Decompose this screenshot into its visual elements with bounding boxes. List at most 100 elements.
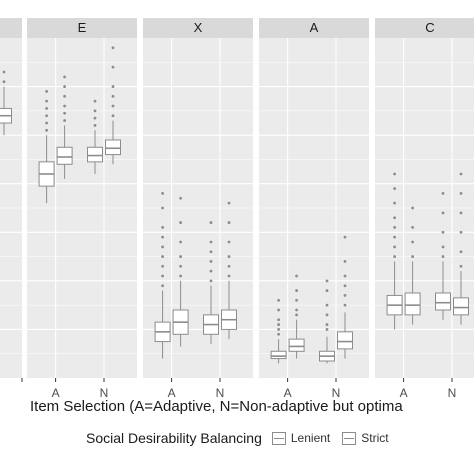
outlier-point: [411, 240, 414, 244]
box-x-n-lenient: [203, 221, 219, 344]
box-e-a-lenient: [38, 90, 55, 204]
outlier-point: [393, 216, 396, 220]
outlier-point: [227, 240, 231, 244]
panel-a-strip: [259, 18, 369, 38]
x-tick-label: A: [52, 386, 60, 400]
outlier-point: [45, 90, 48, 93]
outlier-point: [295, 274, 298, 278]
outlier-point: [411, 255, 414, 258]
outlier-point: [295, 298, 298, 302]
outlier-point: [295, 289, 298, 292]
outlier-point: [441, 230, 445, 234]
outlier-point: [209, 240, 213, 244]
box-iqr: [404, 292, 421, 316]
outlier-point: [179, 240, 183, 244]
x-tick-label: N: [332, 386, 341, 400]
outlier-point: [393, 201, 396, 205]
outlier-point: [179, 255, 183, 258]
box-c-a-strict: [404, 206, 421, 325]
box-iqr: [288, 338, 305, 352]
box-iqr: [270, 350, 287, 360]
mark-layer: [0, 46, 469, 364]
outlier-point: [343, 260, 347, 263]
outlier-point: [63, 85, 66, 88]
legend-label-strict: Strict: [361, 431, 389, 445]
outlier-point: [161, 235, 165, 239]
strip-label-a: A: [310, 20, 319, 35]
outlier-point: [161, 245, 165, 249]
outlier-point: [459, 264, 463, 268]
outlier-point: [325, 303, 329, 307]
outlier-point: [179, 274, 183, 278]
partial-panel-box: [0, 70, 12, 136]
outlier-point: [111, 94, 115, 98]
panel-e-strip: [27, 18, 137, 38]
outlier-point: [227, 264, 231, 268]
panel-x-strip: [143, 18, 253, 38]
outlier-point: [63, 104, 66, 108]
outlier-point: [45, 107, 48, 110]
outlier-point: [459, 192, 463, 195]
box-iqr: [453, 297, 469, 316]
outlier-point: [325, 279, 329, 283]
x-tick-label: A: [284, 386, 292, 400]
outlier-point: [179, 221, 183, 224]
outlier-point: [295, 313, 298, 317]
box-a-a-strict: [288, 274, 305, 359]
legend: Social Desirability Balancing Lenient St…: [86, 430, 401, 446]
outlier-point: [45, 99, 48, 103]
outlier-point: [2, 70, 6, 74]
outlier-point: [459, 172, 463, 176]
outlier-point: [277, 328, 280, 331]
outlier-point: [209, 279, 213, 283]
outlier-point: [161, 255, 165, 258]
outlier-point: [393, 255, 396, 258]
outlier-point: [441, 255, 445, 258]
legend-key-strict: [342, 431, 357, 445]
outlier-point: [161, 226, 165, 229]
outlier-point: [411, 226, 414, 229]
outlier-point: [63, 94, 66, 98]
outlier-point: [277, 323, 280, 326]
outlier-point: [209, 221, 213, 224]
outlier-point: [209, 250, 213, 254]
box-c-n-strict: [453, 172, 469, 325]
outlier-point: [441, 211, 445, 215]
outlier-point: [459, 211, 463, 215]
outlier-point: [343, 235, 347, 239]
outlier-point: [111, 114, 115, 118]
outlier-point: [325, 323, 329, 326]
outlier-point: [227, 201, 231, 205]
strip-label-e: E: [78, 20, 87, 35]
box-iqr: [337, 331, 353, 350]
outlier-point: [295, 308, 298, 312]
outlier-point: [45, 114, 48, 118]
outlier-point: [227, 255, 231, 258]
x-tick-label: N: [100, 386, 109, 400]
outlier-point: [459, 250, 463, 254]
outlier-point: [411, 206, 414, 210]
x-tick-label: A: [400, 386, 408, 400]
outlier-point: [393, 235, 396, 239]
outlier-point: [45, 128, 48, 132]
outlier-point: [277, 308, 280, 312]
strip-label-c: C: [425, 20, 434, 35]
outlier-point: [325, 289, 329, 292]
outlier-point: [343, 284, 347, 288]
outlier-point: [179, 196, 183, 200]
outlier-point: [2, 80, 6, 84]
outlier-point: [93, 124, 97, 127]
outlier-point: [111, 46, 115, 50]
outlier-point: [179, 264, 183, 268]
box-c-n-lenient: [435, 192, 451, 320]
outlier-point: [227, 274, 231, 278]
outlier-point: [343, 303, 347, 307]
box-x-n-strict: [221, 201, 237, 340]
x-tick-label: N: [448, 386, 457, 400]
x-tick-label: N: [216, 386, 225, 400]
outlier-point: [209, 269, 213, 273]
outlier-point: [393, 172, 396, 176]
strip-label-x: X: [194, 20, 203, 35]
outlier-point: [277, 332, 280, 336]
box-a-n-strict: [337, 235, 353, 359]
